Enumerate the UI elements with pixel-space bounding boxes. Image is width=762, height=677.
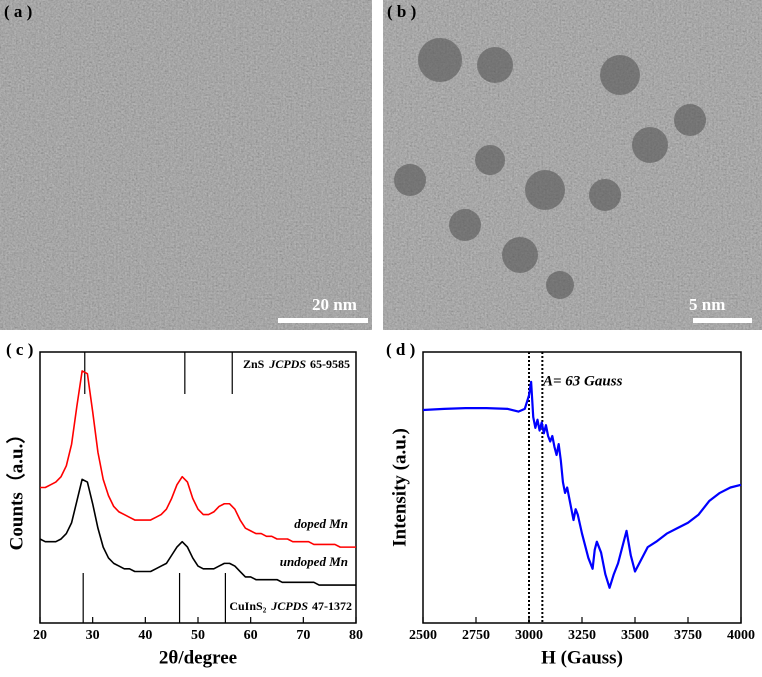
panel-label: ( a ) bbox=[4, 2, 32, 21]
x-tick-label: 4000 bbox=[727, 628, 755, 643]
reference-source: JCPDS bbox=[270, 599, 308, 613]
x-tick-label: 20 bbox=[33, 628, 47, 643]
x-tick-label: 3000 bbox=[515, 628, 543, 643]
x-tick-label: 30 bbox=[86, 628, 100, 643]
x-tick-label: 2750 bbox=[462, 628, 490, 643]
x-axis-label: 2θ/degree bbox=[159, 647, 237, 668]
series-line bbox=[39, 478, 356, 586]
x-tick-label: 70 bbox=[296, 628, 310, 643]
x-tick-label: 40 bbox=[138, 628, 152, 643]
x-tick-label: 3250 bbox=[568, 628, 596, 643]
reference-source: JCPDS bbox=[268, 357, 306, 371]
panel-label: ( c ) bbox=[6, 340, 33, 359]
x-tick-label: 2500 bbox=[409, 628, 437, 643]
x-tick-label: 3750 bbox=[674, 628, 702, 643]
scale-bar-label: 5 nm bbox=[689, 295, 725, 314]
x-axis-label: H (Gauss) bbox=[541, 647, 623, 668]
tem-image-b bbox=[383, 0, 762, 330]
panel-label: ( d ) bbox=[386, 340, 415, 359]
plot-frame bbox=[422, 351, 742, 624]
reference-label: ZnS JCPDS 65-9585 bbox=[243, 357, 350, 371]
y-axis-label: Intensity (a.u.) bbox=[389, 428, 410, 547]
reference-label: CuInS₂ JCPDS 47-1372 bbox=[229, 599, 352, 613]
x-tick-label: 3500 bbox=[621, 628, 649, 643]
reference-name: CuInS₂ bbox=[229, 599, 266, 613]
scale-bar-label: 20 nm bbox=[312, 295, 357, 314]
x-tick-label: 50 bbox=[191, 628, 205, 643]
x-tick-label: 80 bbox=[349, 628, 363, 643]
panel-label: ( b ) bbox=[387, 2, 416, 21]
reference-card: 65-9585 bbox=[310, 357, 350, 371]
series-line bbox=[422, 380, 742, 589]
x-tick-label: 60 bbox=[244, 628, 258, 643]
y-axis-label: Counts（a.u.） bbox=[4, 425, 27, 551]
annotation: A= 63 Gauss bbox=[542, 373, 623, 389]
tem-image-a bbox=[0, 0, 372, 330]
series-label: doped Mn bbox=[294, 516, 348, 531]
series-label: undoped Mn bbox=[280, 554, 348, 569]
reference-card: 47-1372 bbox=[312, 599, 352, 613]
series-line bbox=[40, 370, 356, 548]
reference-name: ZnS bbox=[243, 357, 265, 371]
